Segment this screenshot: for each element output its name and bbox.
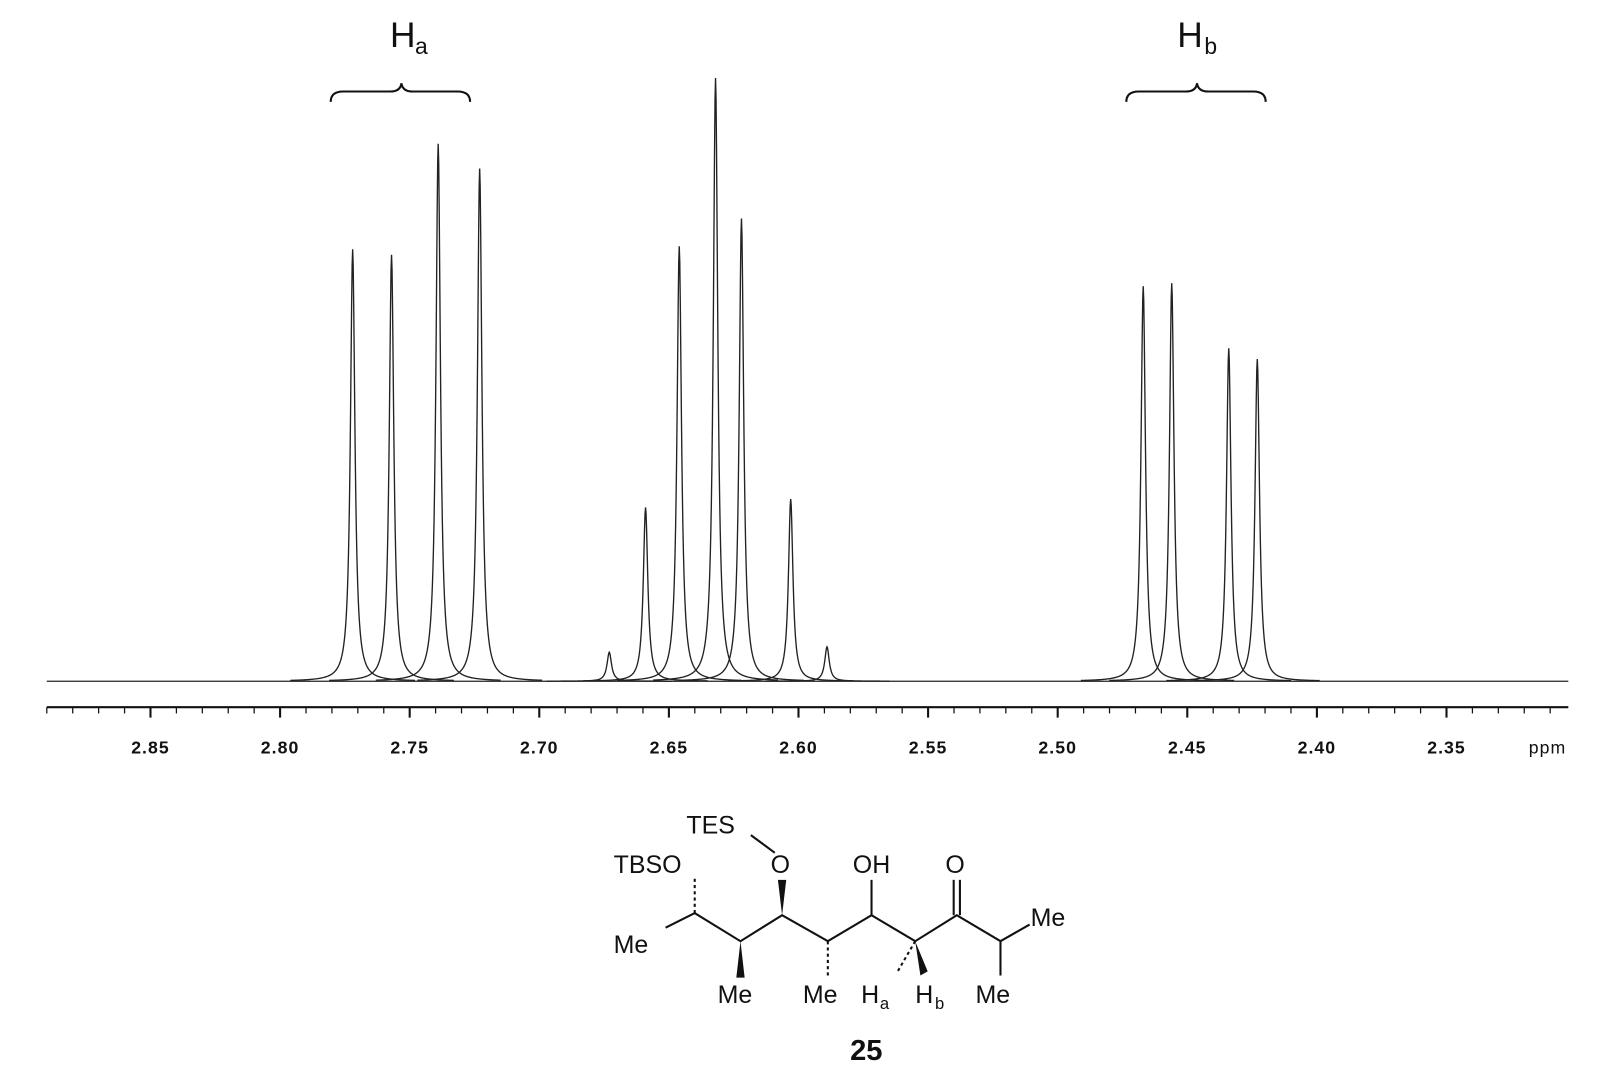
group-label: Me	[803, 981, 838, 1009]
peak	[653, 77, 778, 681]
x-tick-label: 2.80	[261, 737, 300, 757]
group-label: Me	[976, 981, 1011, 1009]
h-label: H	[915, 981, 933, 1009]
peak	[1194, 359, 1320, 682]
peak	[1080, 286, 1206, 682]
annotation: H	[1177, 16, 1203, 55]
wedge-bond	[777, 879, 787, 916]
x-tick-label: 2.40	[1298, 737, 1337, 757]
x-tick-label: 2.70	[520, 737, 559, 757]
figure-body: H a H b TES TBSO O OH O Me Me Me Me Me H…	[46, 16, 1569, 1065]
x-tick-label: 2.45	[1168, 737, 1207, 757]
group-label: Me	[1031, 904, 1066, 932]
x-tick-label: 2.65	[650, 737, 689, 757]
bond	[665, 911, 1031, 943]
peak	[417, 168, 543, 681]
peak	[616, 246, 742, 682]
peak	[375, 143, 501, 681]
h-label: H	[861, 981, 879, 1009]
peak	[1166, 348, 1292, 682]
group-label: TBSO	[614, 851, 682, 879]
wedge-bond	[736, 941, 745, 978]
bracket	[1125, 83, 1267, 102]
peak	[546, 650, 672, 682]
peak	[679, 218, 804, 682]
group-label: O	[945, 851, 964, 879]
x-tick-label: 2.85	[131, 737, 170, 757]
compound-number: 25	[850, 1035, 882, 1065]
peak	[290, 249, 416, 682]
x-tick-label: 2.75	[390, 737, 429, 757]
annotation: H	[390, 16, 416, 55]
x-axis-label: ppm	[1529, 737, 1567, 757]
wedge-bond	[915, 941, 928, 976]
bond	[750, 834, 776, 854]
group-label: O	[771, 851, 790, 879]
group-label: Me	[718, 981, 753, 1009]
x-tick-label: 2.50	[1038, 737, 1077, 757]
bracket	[329, 83, 472, 102]
annotation-subscript: b	[1204, 33, 1217, 59]
h-subscript: a	[880, 994, 890, 1013]
hashed-bond	[895, 940, 917, 974]
group-label: TES	[686, 811, 735, 839]
annotation-subscript: a	[415, 33, 428, 59]
peak	[764, 645, 890, 682]
peak	[1109, 283, 1235, 682]
peak	[728, 498, 854, 682]
x-tick-label: 2.60	[779, 737, 818, 757]
structure: TES TBSO O OH O Me Me Me Me Me H a H b 2…	[614, 811, 1066, 1065]
group-label: Me	[614, 931, 649, 959]
x-tick-label: 2.55	[909, 737, 948, 757]
h-subscript: b	[935, 994, 944, 1013]
group-label: OH	[853, 851, 890, 879]
x-tick-label: 2.35	[1427, 737, 1466, 757]
